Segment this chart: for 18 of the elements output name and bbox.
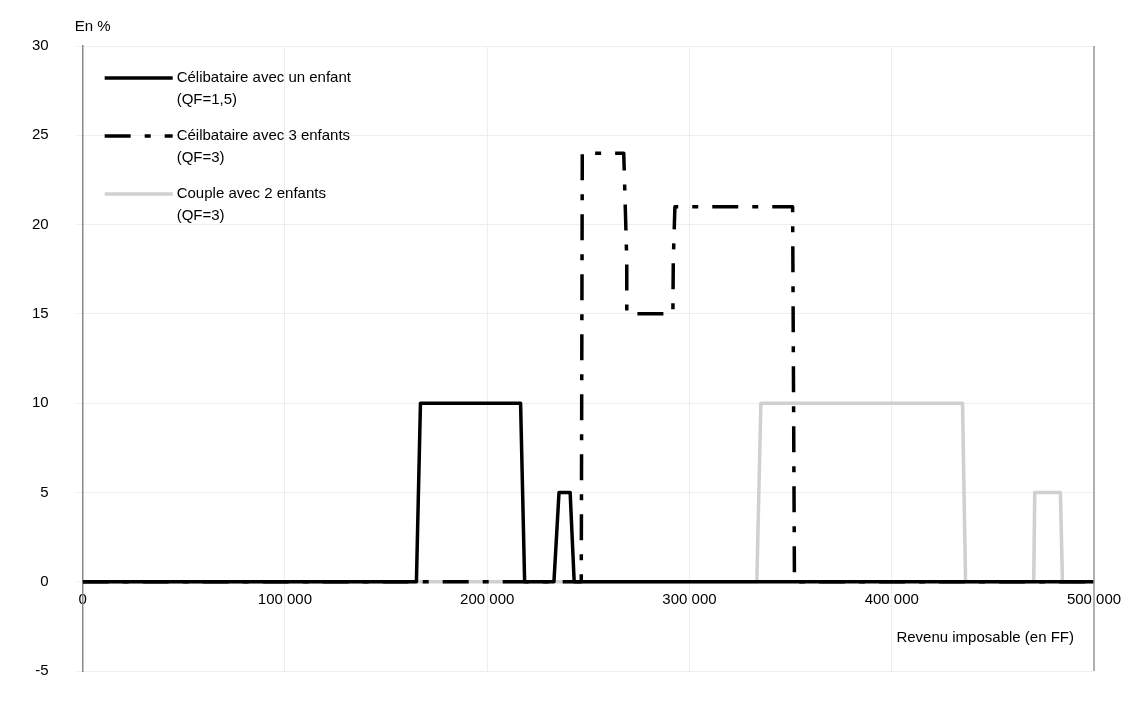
x-tick-label: 100 000: [257, 589, 313, 607]
y-tick-label: 30: [32, 36, 49, 54]
y-tick-label: 5: [40, 482, 49, 500]
legend-label: Céilbataire avec 3 enfants (QF=3): [176, 126, 351, 166]
x-tick-label: 400 000: [864, 589, 919, 607]
y-tick-label: 10: [32, 393, 49, 411]
y-tick-label: 15: [32, 304, 49, 321]
x-tick-label: 300 000: [662, 589, 717, 607]
y-tick-label: 0: [40, 571, 49, 589]
x-tick-label: 200 000: [460, 589, 515, 607]
y-tick-label: -5: [35, 661, 49, 679]
legend-label: Couple avec 2 enfants (QF=3): [176, 184, 326, 224]
y-tick-label: 20: [32, 214, 49, 232]
legend-label: Célibataire avec un enfant (QF=1,5): [176, 68, 352, 108]
x-tick-label: 500 000: [1066, 589, 1122, 607]
x-axis-title: Revenu imposable (en FF): [896, 628, 1074, 646]
y-axis-title: En %: [74, 16, 111, 34]
y-tick-label: 25: [32, 125, 49, 143]
